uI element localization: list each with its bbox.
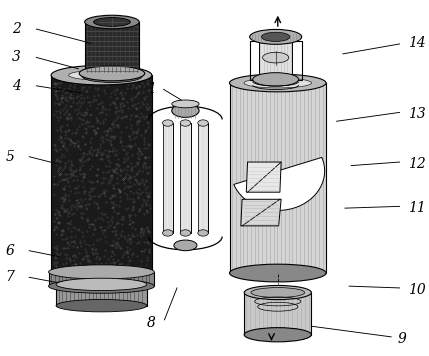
Text: 13: 13 [408, 107, 426, 121]
Text: 10: 10 [408, 283, 426, 297]
Ellipse shape [56, 299, 147, 312]
Text: 1: 1 [147, 82, 156, 96]
Bar [198, 123, 208, 233]
Ellipse shape [263, 52, 289, 63]
Ellipse shape [79, 66, 145, 81]
Text: 7: 7 [5, 270, 14, 284]
Bar [48, 272, 154, 286]
Text: 4: 4 [12, 79, 21, 93]
Ellipse shape [51, 66, 152, 85]
Text: 5: 5 [5, 150, 14, 164]
Ellipse shape [172, 100, 199, 108]
Bar [250, 41, 302, 80]
Bar [259, 41, 292, 77]
Bar [56, 284, 147, 306]
Bar [85, 22, 139, 73]
Text: 11: 11 [408, 201, 426, 215]
Bar [230, 83, 326, 273]
Ellipse shape [172, 104, 199, 117]
Text: 6: 6 [5, 244, 14, 258]
Ellipse shape [56, 278, 147, 290]
Ellipse shape [180, 230, 190, 236]
Ellipse shape [198, 230, 208, 236]
Text: 2: 2 [12, 22, 21, 36]
Ellipse shape [174, 240, 197, 251]
Ellipse shape [48, 279, 154, 293]
Ellipse shape [82, 70, 142, 83]
Wedge shape [234, 157, 325, 210]
Text: 3: 3 [12, 51, 21, 64]
Text: 12: 12 [408, 157, 426, 171]
Ellipse shape [230, 74, 326, 92]
Ellipse shape [251, 288, 305, 298]
Text: 9: 9 [397, 333, 406, 346]
Text: 8: 8 [147, 316, 156, 330]
Ellipse shape [163, 120, 173, 126]
Bar [244, 293, 311, 335]
Ellipse shape [253, 73, 299, 86]
Ellipse shape [244, 286, 311, 300]
Bar [51, 75, 152, 281]
Ellipse shape [230, 264, 326, 282]
Ellipse shape [85, 15, 139, 29]
Bar [163, 123, 173, 233]
Polygon shape [241, 199, 281, 226]
Bar [180, 123, 190, 233]
Ellipse shape [69, 70, 134, 80]
Ellipse shape [198, 120, 208, 126]
Ellipse shape [163, 230, 173, 236]
Ellipse shape [262, 32, 290, 42]
Ellipse shape [94, 17, 130, 26]
Ellipse shape [180, 120, 190, 126]
Ellipse shape [244, 78, 311, 88]
Text: 14: 14 [408, 36, 426, 50]
Polygon shape [246, 162, 281, 192]
Ellipse shape [244, 328, 311, 342]
Ellipse shape [48, 265, 154, 279]
Ellipse shape [51, 271, 152, 290]
Ellipse shape [250, 30, 302, 44]
